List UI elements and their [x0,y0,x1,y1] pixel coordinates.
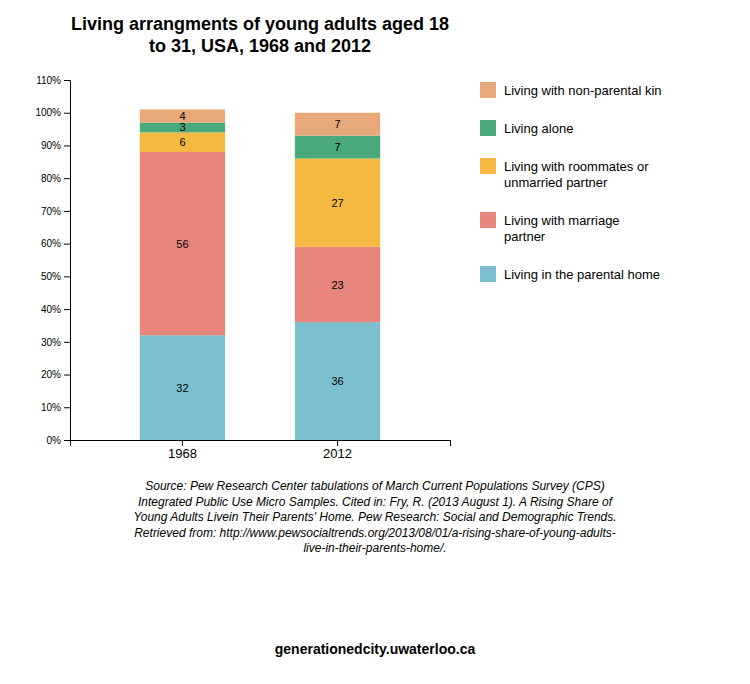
bar [295,322,380,440]
plot: 3236562362737470%10%20%30%40%50%60%70%80… [35,75,450,462]
data-label: 23 [331,279,343,291]
annotation: Source: Pew Research Center tabulations … [133,479,616,555]
data-label: 32 [176,382,188,394]
bar [295,159,380,247]
bar [140,335,225,440]
legend-swatch [480,120,496,136]
legend-swatch [480,212,496,228]
tick: 50% [41,271,70,282]
bar [140,152,225,335]
bar [140,109,225,122]
tick-mark [64,407,70,408]
tick: 60% [41,238,70,249]
tick: 40% [41,304,70,315]
data-labels: 32 36 56 23 6 27 3 7 4 7 [176,110,343,394]
tick: 1968 [168,440,197,461]
data-label: 27 [331,197,343,209]
legend-item: Living alone [480,120,573,136]
bar [295,136,380,159]
bar [140,132,225,152]
legend-label: Living with marriagepartner [504,213,620,244]
legend-item: Living in the parental home [480,266,660,282]
tick-mark [64,244,70,245]
tick-label: 40% [41,304,61,315]
legend: Living with non-parental kin Living alone… [480,82,662,282]
tick: 0% [47,435,70,446]
data-label: 56 [176,238,188,250]
tick: 90% [41,140,70,151]
tick-mark [182,440,183,446]
tick-mark [64,309,70,310]
data-label: 6 [179,136,185,148]
legend-swatch [480,266,496,282]
tick-mark [64,211,70,212]
tick-label: 0% [47,435,62,446]
tick-mark [64,80,70,81]
tick-mark [64,276,70,277]
x-axis: 1968 2012 [71,440,451,461]
tick-label: 70% [41,206,61,217]
tick: 80% [41,173,70,184]
tick-mark [64,145,70,146]
legend-label: Living with roommates orunmarried partne… [504,159,649,190]
data-label: 7 [334,118,340,130]
bar [295,247,380,322]
legend-swatch [480,158,496,174]
tick-label: 30% [41,337,61,348]
tick: 10% [41,402,70,413]
bars [140,109,380,440]
legend-label: Living in the parental home [504,267,660,282]
title: Living arrangments of young adults aged … [71,14,449,56]
y-axis: 0% 10% 20% 30% 40% 50% 60% 70% 80% 90% 100% 110% [35,75,70,446]
tick-label: 50% [41,271,61,282]
legend-item: Living with roommates orunmarried partne… [480,158,649,189]
data-label: 36 [331,375,343,387]
legend-swatch [480,82,496,98]
tick: 100% [35,107,70,118]
tick-mark [337,440,338,446]
tick: 20% [41,369,70,380]
tick-label: 80% [41,173,61,184]
chart: Living arrangments of young adults aged … [0,0,750,684]
legend-label: Living with non-parental kin [504,83,662,98]
tick-label: 100% [35,107,61,118]
legend-label: Living alone [504,121,573,136]
tick-mark [64,375,70,376]
annotation: generationedcity.uwaterloo.ca [275,641,476,657]
tick-label: 2012 [323,446,352,461]
tick-mark [64,342,70,343]
tick-label: 10% [41,402,61,413]
tick: 30% [41,337,70,348]
tick-label: 1968 [168,446,197,461]
tick-mark [64,440,70,441]
bar [295,113,380,136]
legend-item: Living with marriagepartner [480,212,620,243]
tick-label: 60% [41,238,61,249]
tick: 70% [41,206,70,217]
tick-mark [64,113,70,114]
axis-line [64,81,71,441]
data-label: 7 [334,141,340,153]
axis-line [71,441,451,447]
tick-label: 20% [41,369,61,380]
data-label: 3 [179,121,185,133]
tick: 110% [36,75,70,86]
tick-label: 110% [36,75,61,86]
tick-label: 90% [41,140,61,151]
tick: 2012 [323,440,352,461]
legend-item: Living with non-parental kin [480,82,662,98]
tick-mark [64,178,70,179]
data-label: 4 [179,110,185,122]
